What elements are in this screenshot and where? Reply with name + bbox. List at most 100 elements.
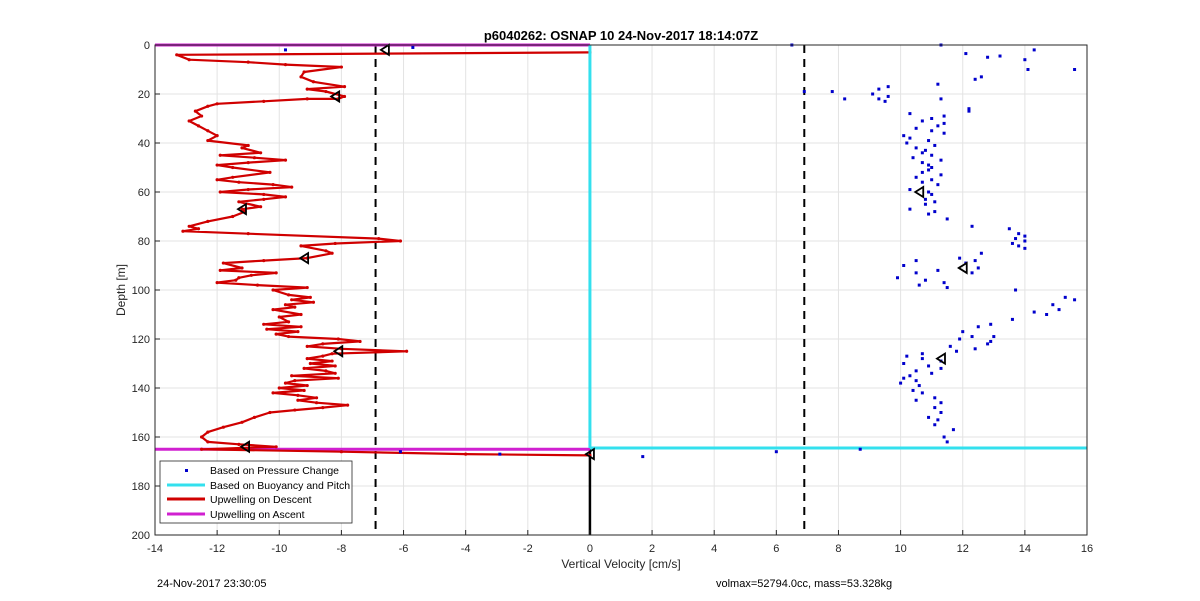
descent-point	[271, 391, 275, 395]
descent-point	[305, 344, 309, 348]
pressure-change-point	[927, 415, 931, 419]
x-axis-label: Vertical Velocity [cm/s]	[561, 557, 680, 571]
pressure-change-point	[930, 192, 934, 196]
pressure-change-point	[914, 379, 918, 383]
pressure-change-point	[967, 109, 971, 113]
pressure-change-point	[920, 151, 924, 155]
pressure-change-point	[927, 212, 931, 216]
descent-point	[314, 401, 319, 405]
pressure-change-point	[1023, 239, 1027, 243]
pressure-change-point	[920, 161, 924, 165]
x-tick-label: -8	[337, 543, 347, 555]
pressure-change-point	[920, 391, 924, 395]
x-tick-label: 12	[957, 543, 969, 555]
pressure-change-point	[886, 94, 890, 98]
descent-point	[305, 357, 309, 361]
pressure-change-point	[958, 337, 962, 341]
pressure-change-point	[923, 202, 927, 206]
descent-point	[274, 271, 278, 275]
pressure-change-point	[923, 197, 927, 201]
chart-title: p6040262: OSNAP 10 24-Nov-2017 18:14:07Z	[484, 28, 758, 43]
descent-point	[305, 97, 309, 101]
pressure-change-point	[933, 396, 937, 400]
descent-point	[283, 195, 288, 199]
descent-point	[237, 276, 241, 280]
legend-box	[159, 460, 353, 524]
triangle-marker	[935, 351, 946, 366]
descent-point	[346, 403, 350, 407]
descent-point	[333, 371, 337, 375]
descent-point	[200, 447, 204, 451]
pressure-change-point	[1023, 58, 1027, 62]
pressure-change-point	[914, 271, 918, 275]
legend-swatch-pressure	[185, 469, 188, 472]
descent-point	[324, 249, 328, 253]
grid-lines	[154, 44, 1088, 536]
x-tick-label: 10	[894, 543, 906, 555]
descent-point	[262, 259, 266, 263]
descent-point	[221, 261, 225, 265]
pressure-change-point	[1017, 232, 1021, 236]
descent-point	[405, 349, 409, 353]
descent-point	[302, 388, 306, 393]
descent-point	[187, 224, 191, 228]
pressure-change-point	[942, 131, 946, 135]
pressure-change-point	[936, 183, 940, 187]
descent-point	[305, 87, 309, 91]
pressure-change-point	[936, 124, 940, 128]
y-tick-label: 200	[132, 530, 150, 542]
triangle-marker	[957, 261, 968, 275]
descent-point	[206, 129, 210, 133]
descent-point	[277, 315, 281, 319]
descent-point	[290, 374, 294, 378]
descent-point	[215, 134, 219, 138]
pressure-change-point	[939, 97, 943, 101]
x-tick-label: 6	[773, 543, 779, 555]
pressure-change-point	[1023, 246, 1027, 250]
descent-point	[299, 75, 303, 79]
descent-point	[286, 334, 291, 339]
descent-point	[333, 364, 337, 368]
pressure-change-point	[933, 210, 937, 214]
pressure-change-point	[858, 447, 862, 451]
descent-point	[262, 322, 266, 326]
descent-point	[265, 327, 269, 331]
descent-point	[308, 361, 312, 366]
pressure-change-point	[895, 276, 899, 280]
descent-point	[200, 435, 204, 439]
pressure-change-point	[1026, 68, 1030, 71]
descent-point	[206, 440, 210, 444]
pressure-change-point	[1010, 241, 1014, 245]
descent-point	[342, 94, 347, 99]
descent-point	[339, 450, 343, 454]
pressure-change-point	[955, 349, 959, 353]
descent-point	[299, 244, 303, 248]
descent-point	[283, 63, 288, 67]
pressure-change-point	[927, 364, 931, 368]
pressure-change-point	[986, 55, 990, 59]
legend: Based on Pressure Change Based on Buoyan…	[159, 460, 353, 524]
y-tick-label: 0	[144, 40, 150, 52]
y-tick-label: 40	[138, 138, 150, 150]
descent-point	[240, 146, 244, 150]
pressure-change-point	[914, 146, 918, 150]
descent-point	[206, 104, 210, 108]
pressure-change-point	[1073, 298, 1077, 302]
descent-point	[293, 305, 297, 309]
descent-point	[283, 158, 288, 162]
descent-point	[271, 183, 275, 187]
triangle-marker	[913, 185, 925, 199]
descent-point	[246, 232, 250, 236]
pressure-change-point	[998, 54, 1002, 58]
pressure-change-point	[914, 259, 918, 263]
pressure-change-point	[917, 384, 921, 388]
pressure-change-point	[1010, 317, 1014, 321]
pressure-change-point	[920, 352, 924, 356]
pressure-change-point	[411, 45, 415, 49]
pressure-change-point	[939, 366, 943, 370]
descent-point	[324, 369, 328, 373]
descent-point	[274, 445, 278, 449]
pressure-change-point	[1014, 288, 1018, 292]
pressure-change-point	[989, 322, 993, 326]
